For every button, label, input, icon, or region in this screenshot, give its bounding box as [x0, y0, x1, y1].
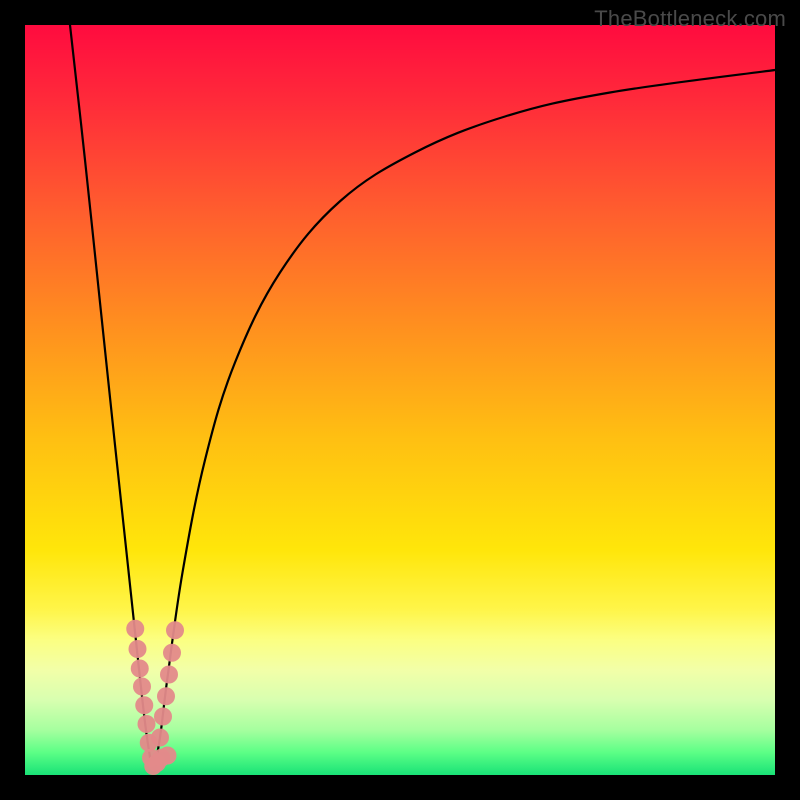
data-marker — [157, 687, 175, 705]
data-marker — [163, 644, 181, 662]
data-marker — [133, 678, 151, 696]
data-marker — [151, 729, 169, 747]
data-marker — [154, 708, 172, 726]
data-marker — [129, 640, 147, 658]
data-marker — [126, 620, 144, 638]
data-marker — [159, 747, 177, 765]
source-watermark: TheBottleneck.com — [594, 6, 786, 32]
data-marker — [160, 666, 178, 684]
chart-container: TheBottleneck.com — [0, 0, 800, 800]
data-marker — [135, 696, 153, 714]
data-marker — [131, 660, 149, 678]
data-marker — [138, 715, 156, 733]
data-marker — [166, 621, 184, 639]
bottleneck-curve-chart — [0, 0, 800, 800]
